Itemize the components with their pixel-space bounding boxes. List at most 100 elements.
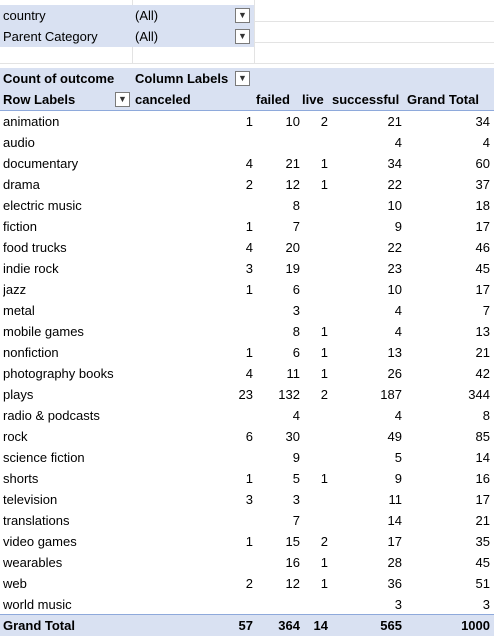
cell-live: [302, 510, 328, 531]
chevron-down-icon[interactable]: ▼: [235, 71, 250, 86]
cell-grand-total: 3: [482, 597, 490, 612]
cell-failed: 20: [285, 240, 300, 255]
cell-failed: 8: [292, 198, 300, 213]
row-label: video games: [3, 534, 77, 549]
cell-live: [302, 216, 328, 237]
cell-grand-total: 45: [475, 555, 490, 570]
cell-grand-total: 14: [475, 450, 490, 465]
cell-successful: 11: [388, 492, 403, 507]
cell-live: 1: [320, 156, 328, 171]
row-label: jazz: [3, 282, 27, 297]
cell-live: 1: [320, 366, 328, 381]
column-header-grand-total: Grand Total: [407, 92, 479, 107]
cell-canceled: 3: [245, 492, 253, 507]
cell-live: [302, 300, 328, 321]
cell-successful: 17: [387, 534, 402, 549]
cell-live: [302, 426, 328, 447]
cell-canceled: 6: [245, 429, 253, 444]
chevron-down-icon[interactable]: ▼: [235, 29, 250, 44]
filter-label: country: [3, 8, 46, 23]
cell-failed: 3: [292, 303, 300, 318]
cell-live: 2: [320, 534, 328, 549]
cell-canceled: 1: [245, 345, 253, 360]
cell-canceled: 1: [245, 282, 253, 297]
cell-canceled: 1: [245, 471, 253, 486]
cell-canceled: 1: [245, 114, 253, 129]
cell-canceled: [135, 300, 253, 321]
cell-failed: 6: [292, 345, 300, 360]
cell-canceled: [135, 447, 253, 468]
grand-total-grand-total: 1000: [461, 618, 490, 633]
row-label: science fiction: [3, 450, 85, 465]
row-label: plays: [3, 387, 34, 402]
cell-canceled: 2: [245, 576, 253, 591]
table-row: documentary 4 21 1 34 60: [0, 153, 494, 174]
row-label: radio & podcasts: [3, 408, 100, 423]
table-row: rock 6 30 49 85: [0, 426, 494, 447]
cell-canceled: 3: [245, 261, 253, 276]
table-row: nonfiction 1 6 1 13 21: [0, 342, 494, 363]
cell-grand-total: 37: [475, 177, 490, 192]
row-label: fiction: [3, 219, 37, 234]
cell-successful: 4: [394, 135, 402, 150]
cell-live: [302, 279, 328, 300]
table-row: television 3 3 11 17: [0, 489, 494, 510]
grand-total-canceled: 57: [238, 618, 253, 633]
cell-successful: 36: [387, 576, 402, 591]
cell-grand-total: 17: [475, 282, 490, 297]
cell-successful: 34: [387, 156, 402, 171]
cell-failed: 16: [285, 555, 300, 570]
row-label: drama: [3, 177, 40, 192]
table-row: science fiction 9 5 14: [0, 447, 494, 468]
column-header-canceled: canceled: [135, 92, 191, 107]
cell-canceled: [135, 510, 253, 531]
table-row: jazz 1 6 10 17: [0, 279, 494, 300]
table-row: indie rock 3 19 23 45: [0, 258, 494, 279]
value-field-label: Count of outcome: [3, 71, 115, 86]
cell-successful: 3: [394, 597, 402, 612]
table-row: wearables 16 1 28 45: [0, 552, 494, 573]
cell-canceled: [135, 132, 253, 153]
row-label: documentary: [3, 156, 79, 171]
grand-total-label: Grand Total: [3, 618, 75, 633]
cell-successful: 9: [394, 471, 402, 486]
table-row: video games 1 15 2 17 35: [0, 531, 494, 552]
cell-live: [302, 237, 328, 258]
cell-failed: 4: [292, 408, 300, 423]
column-header-successful: successful: [332, 92, 400, 107]
cell-successful: 23: [387, 261, 402, 276]
chevron-down-icon[interactable]: ▼: [115, 92, 130, 107]
cell-grand-total: 60: [475, 156, 490, 171]
table-row: audio 4 4: [0, 132, 494, 153]
cell-successful: 5: [394, 450, 402, 465]
cell-canceled: [135, 594, 253, 615]
cell-successful: 22: [387, 177, 402, 192]
row-label: food trucks: [3, 240, 67, 255]
cell-grand-total: 85: [475, 429, 490, 444]
cell-failed: [256, 132, 300, 153]
cell-successful: 26: [387, 366, 402, 381]
cell-live: [302, 258, 328, 279]
cell-successful: 10: [387, 198, 402, 213]
table-row: food trucks 4 20 22 46: [0, 237, 494, 258]
row-label: translations: [3, 513, 70, 528]
cell-grand-total: 13: [475, 324, 490, 339]
cell-failed: 30: [285, 429, 300, 444]
grand-total-successful: 565: [380, 618, 402, 633]
row-label: world music: [3, 597, 72, 612]
chevron-down-icon[interactable]: ▼: [235, 8, 250, 23]
column-header-live: live: [302, 92, 324, 107]
row-label: web: [3, 576, 27, 591]
cell-grand-total: 34: [475, 114, 490, 129]
row-label: indie rock: [3, 261, 59, 276]
row-label: mobile games: [3, 324, 84, 339]
cell-grand-total: 45: [475, 261, 490, 276]
cell-failed: 12: [285, 576, 300, 591]
filter-value: (All): [135, 8, 159, 23]
cell-failed: 11: [286, 366, 301, 381]
row-label: rock: [3, 429, 28, 444]
cell-failed: 5: [292, 471, 300, 486]
cell-failed: 10: [285, 114, 300, 129]
cell-grand-total: 4: [482, 135, 490, 150]
cell-live: [302, 447, 328, 468]
